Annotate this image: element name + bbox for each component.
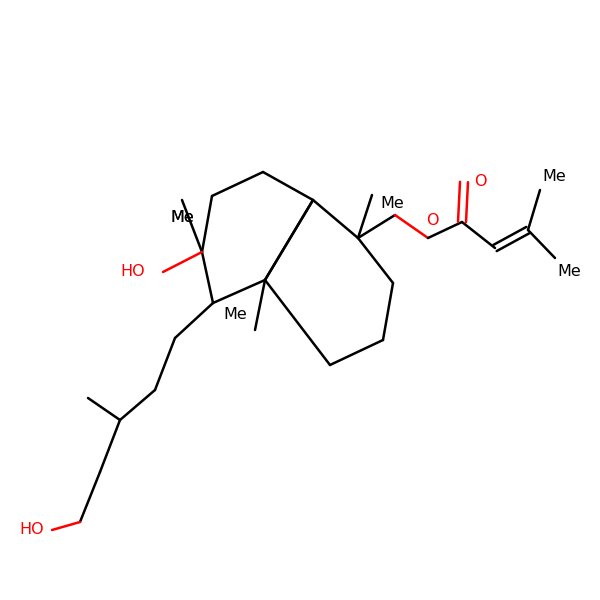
Text: Me: Me	[557, 264, 581, 279]
Text: O: O	[474, 175, 487, 190]
Text: Me: Me	[223, 307, 247, 322]
Text: HO: HO	[19, 523, 44, 538]
Text: Me: Me	[380, 196, 404, 211]
Text: Me: Me	[170, 210, 194, 225]
Text: HO: HO	[121, 265, 145, 280]
Text: Me: Me	[170, 210, 194, 225]
Text: Me: Me	[542, 169, 566, 184]
Text: O: O	[426, 213, 438, 228]
